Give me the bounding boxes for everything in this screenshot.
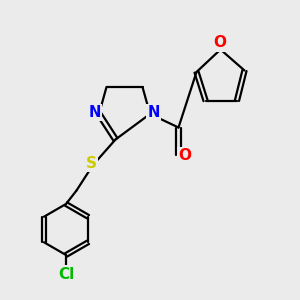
Text: O: O (178, 148, 191, 164)
Text: N: N (88, 105, 101, 120)
Text: S: S (86, 156, 97, 171)
Text: N: N (147, 105, 160, 120)
Text: Cl: Cl (58, 267, 74, 282)
Text: O: O (213, 35, 226, 50)
